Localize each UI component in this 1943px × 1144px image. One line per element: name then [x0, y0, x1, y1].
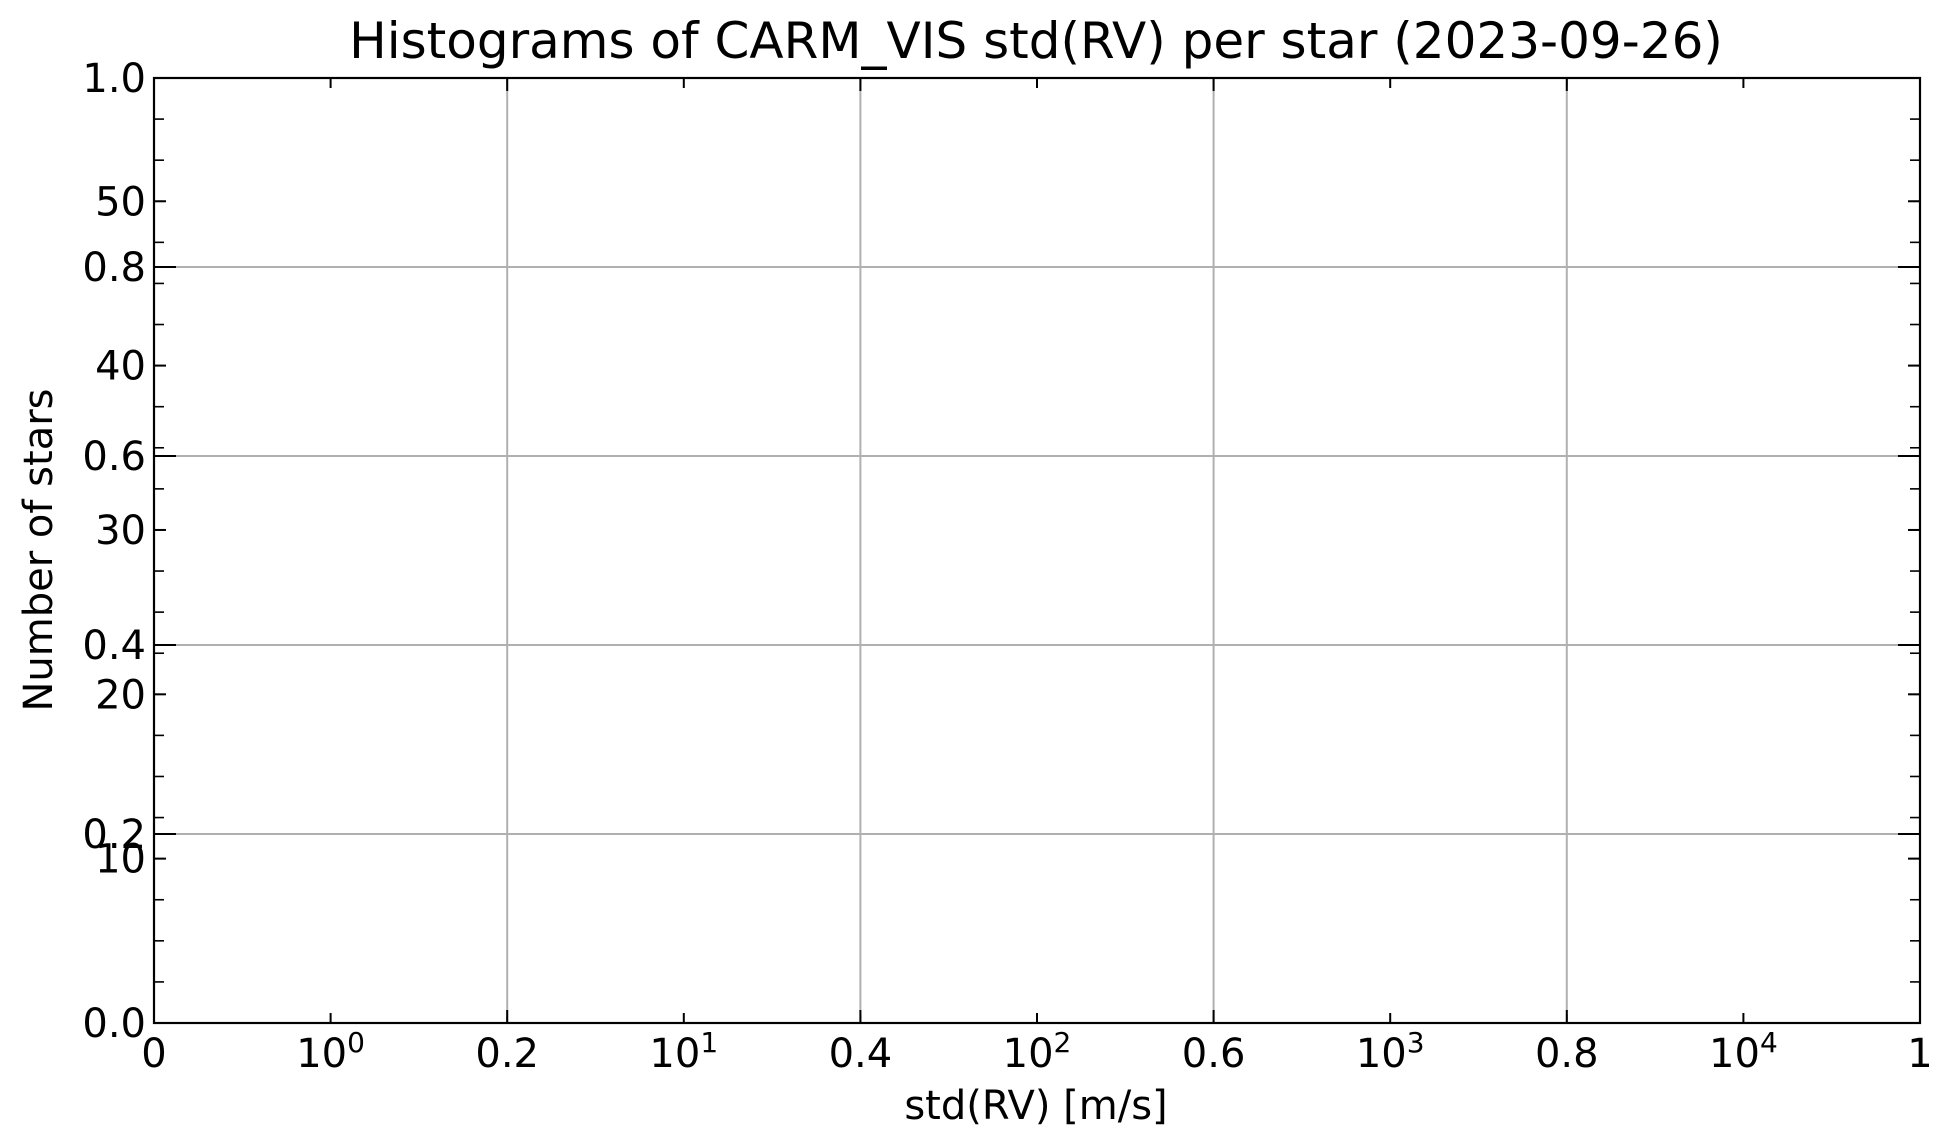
y2-tick-label: 10 [95, 837, 146, 883]
y-tick-label: 1.0 [82, 56, 146, 102]
log-x-tick-label: 103 [1356, 1026, 1425, 1077]
y-tick-label: 0.4 [82, 623, 146, 669]
y-axis-label: Number of stars [16, 389, 62, 712]
y-tick-label: 0.8 [82, 245, 146, 291]
x-tick-label: 1 [1907, 1031, 1932, 1077]
x-tick-label: 0 [141, 1031, 166, 1077]
y2-tick-label: 20 [95, 672, 146, 718]
x-axis-label: std(RV) [m/s] [904, 1083, 1167, 1129]
x-tick-label: 0.6 [1182, 1031, 1246, 1077]
tick-labels: 0 0.2 0.4 0.6 0.8 1 0.0 0.2 0.4 0.6 0.8 1.0 100 101 10… [82, 56, 1932, 1077]
log-x-tick-label: 100 [296, 1026, 365, 1077]
y-tick-label: 0.2 [82, 812, 146, 858]
grid [154, 78, 1920, 1023]
plot-frame [152, 76, 1922, 1025]
y2-tick-label: 30 [95, 508, 146, 554]
x-tick-label: 0.2 [475, 1031, 539, 1077]
y-tick-label: 0.0 [82, 1001, 146, 1047]
log-x-tick-label: 101 [649, 1026, 718, 1077]
y2-tick-label: 50 [95, 179, 146, 225]
y2-tick-label: 40 [95, 344, 146, 390]
x-tick-label: 0.8 [1535, 1031, 1599, 1077]
chart-title: Histograms of CARM_VIS std(RV) per star … [349, 12, 1723, 70]
log-x-tick-label: 102 [1003, 1026, 1072, 1077]
ticks [153, 77, 1921, 1024]
y-tick-label: 0.6 [82, 434, 146, 480]
x-tick-label: 0.4 [829, 1031, 893, 1077]
log-x-tick-label: 104 [1709, 1026, 1778, 1077]
